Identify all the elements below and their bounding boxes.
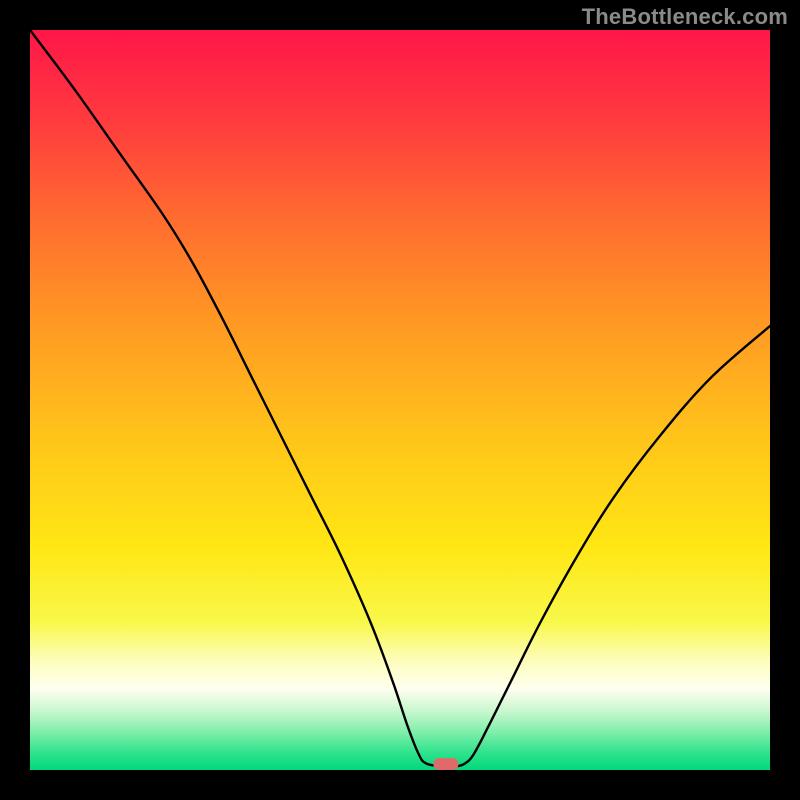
watermark-text: TheBottleneck.com bbox=[582, 4, 788, 30]
optimal-marker bbox=[433, 758, 458, 770]
bottleneck-chart bbox=[0, 0, 800, 800]
plot-background bbox=[30, 30, 770, 770]
chart-container: { "watermark": { "text": "TheBottleneck.… bbox=[0, 0, 800, 800]
